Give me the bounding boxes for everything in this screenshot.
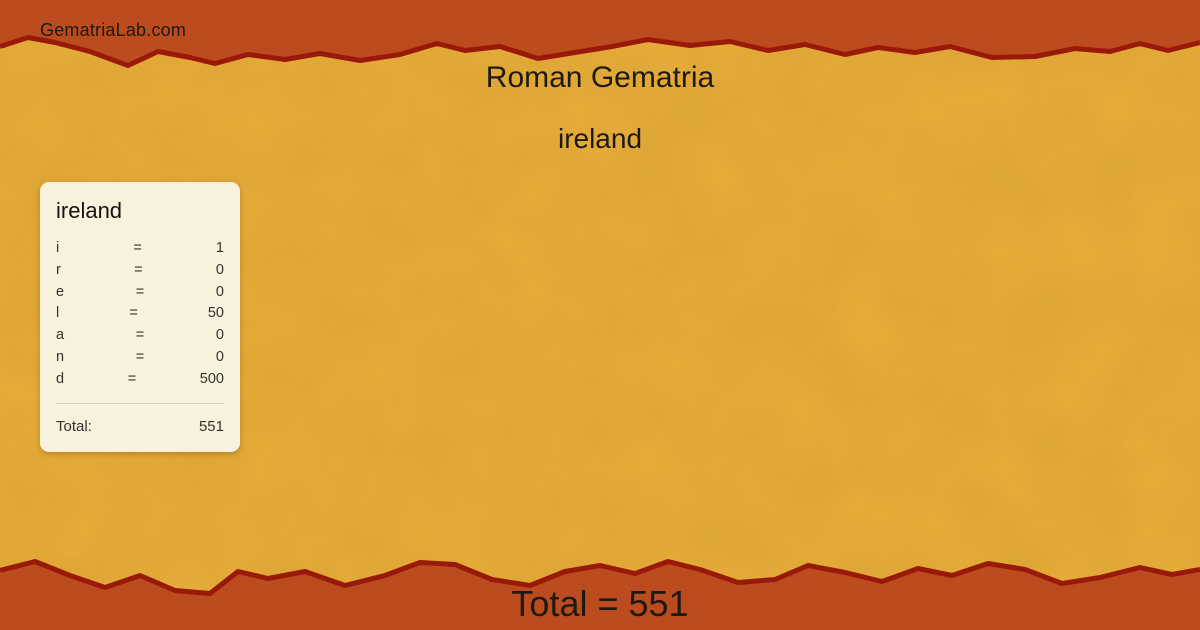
row-letter: n [56, 348, 65, 365]
equals-sign: = [135, 327, 145, 344]
row-value: 500 [199, 370, 224, 387]
letter-value-row: e = 0 [56, 282, 224, 304]
row-value: 0 [215, 283, 224, 300]
row-value: 0 [215, 327, 224, 344]
equals-sign: = [129, 305, 138, 322]
equals-sign: = [133, 240, 142, 256]
row-letter: e [56, 283, 65, 300]
row-letter: a [56, 327, 65, 344]
total-label: Total: [56, 417, 92, 435]
card-word-title: ireland [56, 198, 123, 223]
row-letter: l [56, 305, 60, 322]
card-total-row: Total: 551 [56, 416, 224, 437]
card-divider [56, 402, 224, 404]
row-value: 50 [207, 305, 224, 322]
row-value: 0 [215, 348, 224, 365]
row-letter: d [56, 370, 65, 387]
letter-value-row: d = 500 [56, 369, 224, 391]
page-title: Roman Gematria [485, 61, 715, 94]
equals-sign: = [127, 370, 137, 387]
row-letter: r [56, 261, 61, 278]
equals-sign: = [135, 283, 145, 300]
total-value: 551 [198, 417, 224, 435]
letter-value-row: a = 0 [56, 325, 224, 347]
equals-sign: = [134, 261, 143, 278]
row-value: 1 [215, 240, 224, 256]
row-value: 0 [215, 261, 224, 278]
letter-value-row: l = 50 [56, 303, 224, 325]
letter-value-row: n = 0 [56, 347, 224, 369]
row-letter: i [56, 240, 60, 256]
calculation-card: ireland i = 1 r = 0 e = 0 l = 50 a = 0 n… [40, 182, 240, 452]
footer-total: Total = 551 [511, 583, 689, 624]
letter-value-row: i = 1 [56, 238, 224, 260]
letter-value-row: r = 0 [56, 260, 224, 282]
equals-sign: = [135, 348, 145, 365]
query-word: ireland [557, 123, 643, 154]
site-name: GematriaLab.com [40, 20, 187, 40]
